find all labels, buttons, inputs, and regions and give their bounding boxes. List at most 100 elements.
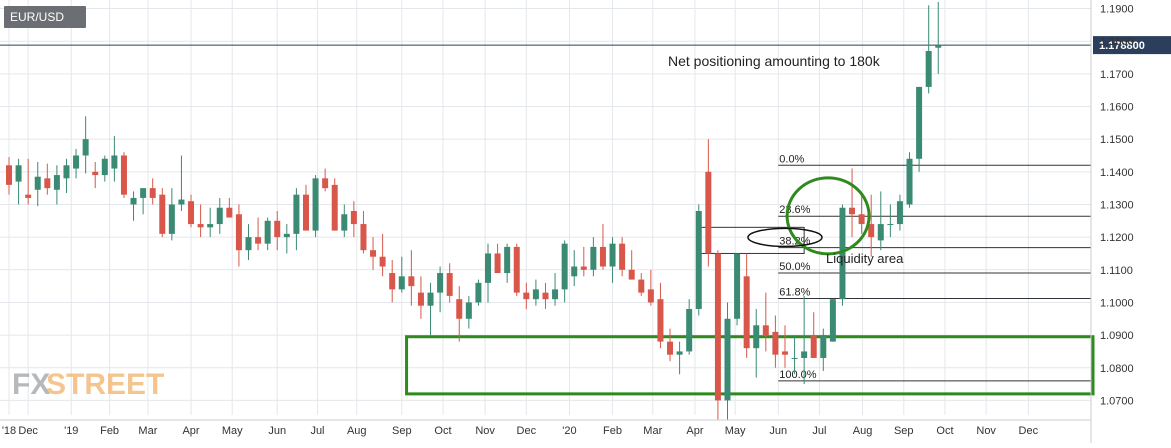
y-tick-label: 1.1400 xyxy=(1100,167,1134,179)
candle-body xyxy=(417,292,424,306)
candle xyxy=(245,224,252,260)
candle-body xyxy=(532,289,539,300)
candle xyxy=(647,269,654,306)
candle-body xyxy=(849,207,856,215)
support-zone-box xyxy=(405,335,1095,396)
candle xyxy=(216,197,223,234)
x-tick-label: Dec xyxy=(1019,425,1039,437)
candle-body xyxy=(101,158,108,176)
candle xyxy=(331,178,338,231)
candle xyxy=(858,194,865,234)
candle xyxy=(168,188,175,241)
liquidity-area-annotation: Liquidity area xyxy=(826,251,904,266)
candle-body xyxy=(312,178,319,231)
candle xyxy=(686,299,693,355)
candle xyxy=(513,243,520,296)
x-tick-label: Nov xyxy=(475,425,495,437)
candle-body xyxy=(781,351,788,355)
candle xyxy=(542,282,549,309)
fib-level-label: 50.0% xyxy=(779,261,810,273)
candle xyxy=(532,279,539,306)
x-tick-label: Feb xyxy=(603,425,622,437)
candle xyxy=(101,155,108,182)
candle-body xyxy=(188,201,195,225)
candle xyxy=(63,158,70,194)
x-tick-label: Jun xyxy=(268,425,286,437)
candle xyxy=(149,178,156,205)
liquidity-ellipse xyxy=(747,227,823,248)
candle-body xyxy=(753,325,760,349)
candle xyxy=(92,162,99,189)
candle xyxy=(53,165,60,205)
y-tick-label: 1.1700 xyxy=(1100,69,1134,81)
candle-body xyxy=(609,243,616,267)
candle-body xyxy=(523,292,530,300)
candle-body xyxy=(178,199,185,205)
x-tick-label: '19 xyxy=(64,425,78,437)
candle-body xyxy=(82,139,89,156)
fib-level-label: 100.0% xyxy=(779,369,817,381)
candle-body xyxy=(63,165,70,179)
x-tick-label: '20 xyxy=(562,425,576,437)
candle-body xyxy=(408,276,415,287)
candle-body xyxy=(207,224,214,228)
candle-body xyxy=(542,292,549,300)
candle-body xyxy=(264,220,271,244)
candle-body xyxy=(571,266,578,277)
x-tick-label: Sep xyxy=(392,425,412,437)
y-tick-label: 1.1200 xyxy=(1100,232,1134,244)
watermark-logo: FX STREET xyxy=(12,368,164,401)
candle xyxy=(6,157,12,195)
x-tick-label: May xyxy=(725,425,746,437)
candle xyxy=(379,233,386,277)
price-badge-label: 1.178800 xyxy=(1099,40,1145,52)
candle-body xyxy=(772,331,779,355)
candle xyxy=(417,276,424,319)
candle xyxy=(935,2,942,74)
candle xyxy=(714,250,721,420)
candle-body xyxy=(475,282,482,303)
candle-body xyxy=(667,341,674,355)
candle xyxy=(15,158,22,205)
y-tick-label: 1.1900 xyxy=(1100,4,1134,16)
candle-body xyxy=(197,224,204,228)
candle-body xyxy=(743,276,750,349)
candle xyxy=(111,135,118,182)
candle xyxy=(140,188,147,215)
candle xyxy=(743,253,750,358)
candle xyxy=(609,237,616,283)
candle xyxy=(820,328,827,372)
candle xyxy=(896,194,903,231)
candle xyxy=(312,175,319,238)
candle-body xyxy=(839,207,846,300)
candle xyxy=(628,250,635,280)
candle-body xyxy=(226,207,233,218)
candle xyxy=(772,315,779,368)
candle-body xyxy=(810,335,817,358)
candle-body xyxy=(599,246,606,267)
candle-body xyxy=(494,253,501,274)
candle xyxy=(638,273,645,296)
candle-body xyxy=(34,176,41,190)
candle xyxy=(370,237,377,270)
candle-body xyxy=(916,86,923,159)
candle xyxy=(82,116,89,174)
candle-body xyxy=(140,188,147,198)
symbol-badge[interactable]: EUR/USD xyxy=(4,6,87,28)
candle-body xyxy=(255,237,262,244)
candle-body xyxy=(25,194,32,198)
candle-body xyxy=(590,246,597,270)
y-tick-label: 1.0800 xyxy=(1100,363,1134,375)
candle xyxy=(523,282,530,309)
candle-body xyxy=(446,273,453,296)
candle xyxy=(906,152,913,208)
candle-body xyxy=(168,204,175,234)
fib-level-label: 0.0% xyxy=(779,153,804,165)
candle xyxy=(274,211,281,251)
candle xyxy=(916,86,923,172)
candle xyxy=(849,168,856,238)
candle xyxy=(235,204,242,267)
y-tick-label: 1.1100 xyxy=(1100,265,1133,277)
candle-body xyxy=(149,188,156,198)
candle-body xyxy=(877,224,884,241)
